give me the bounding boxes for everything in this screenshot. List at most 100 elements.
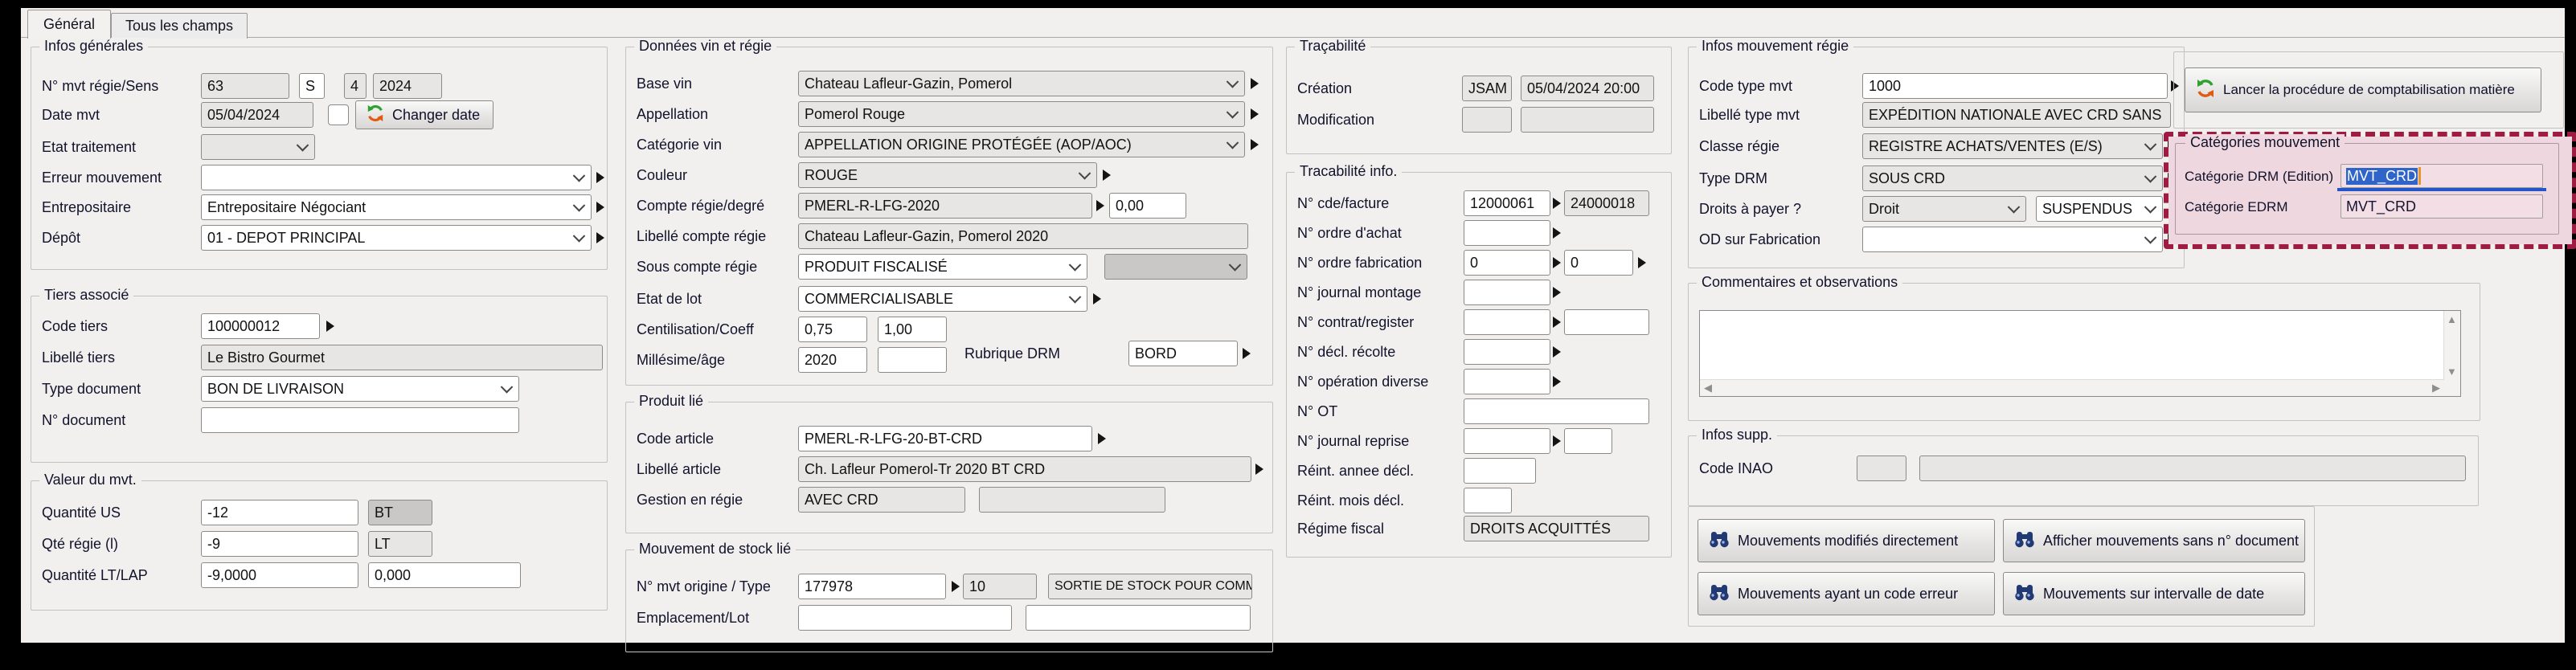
- num-journal-reprise-field2[interactable]: [1564, 428, 1612, 454]
- vertical-scrollbar[interactable]: ▲ ▼: [2443, 311, 2460, 380]
- num-cde-field[interactable]: 12000061: [1464, 190, 1550, 216]
- code-tiers-field[interactable]: 100000012: [201, 313, 320, 339]
- classe-regie-label: Classe régie: [1699, 138, 1780, 154]
- num-cde-detail-arrow[interactable]: [1553, 198, 1561, 209]
- etat-de-lot-detail-arrow[interactable]: [1093, 293, 1101, 304]
- od-sur-fabrication-select[interactable]: [1862, 227, 2163, 252]
- appellation-detail-arrow[interactable]: [1251, 108, 1259, 120]
- libelle-article-detail-arrow[interactable]: [1255, 464, 1263, 475]
- quantite-lt-field[interactable]: -9,0000: [201, 562, 358, 588]
- group-title: Infos générales: [39, 38, 149, 55]
- scroll-right-icon[interactable]: ▶: [2432, 382, 2440, 394]
- emplacement-field[interactable]: [798, 605, 1012, 631]
- scroll-down-icon[interactable]: ▼: [2447, 366, 2457, 378]
- afficher-mouvements-sans-doc-button[interactable]: Afficher mouvements sans n° document: [2003, 519, 2305, 562]
- etat-traitement-select[interactable]: [201, 134, 315, 160]
- categorie-drm-input[interactable]: MVT_CRD: [2341, 164, 2543, 188]
- num-ordre-fab-field[interactable]: 0: [1464, 250, 1550, 276]
- creation-date-field: 05/04/2024 20:00: [1521, 76, 1654, 101]
- code-inao-label: Code INAO: [1699, 460, 1774, 476]
- type-drm-select[interactable]: SOUS CRD: [1862, 165, 2163, 191]
- code-article-field[interactable]: PMERL-R-LFG-20-BT-CRD: [798, 426, 1092, 451]
- num-journal-reprise-field[interactable]: [1464, 428, 1550, 454]
- code-tiers-detail-arrow[interactable]: [326, 321, 334, 332]
- degre-field[interactable]: 0,00: [1109, 193, 1186, 219]
- mouvements-modifies-button[interactable]: Mouvements modifiés directement: [1698, 519, 1995, 562]
- appellation-select[interactable]: Pomerol Rouge: [798, 101, 1245, 127]
- base-vin-detail-arrow[interactable]: [1251, 78, 1259, 89]
- scroll-left-icon[interactable]: ◀: [1704, 382, 1712, 394]
- entrepositaire-select[interactable]: Entrepositaire Négociant: [201, 194, 592, 220]
- quantite-lap-field[interactable]: 0,000: [368, 562, 521, 588]
- code-type-mvt-detail-arrow[interactable]: [2171, 80, 2179, 92]
- depot-select[interactable]: 01 - DEPOT PRINCIPAL: [201, 225, 592, 251]
- comments-textarea[interactable]: ▲ ▼ ◀ ▶: [1699, 310, 2461, 397]
- mouvements-code-erreur-button[interactable]: Mouvements ayant un code erreur: [1698, 572, 1995, 615]
- num-ordre-fab-detail-arrow[interactable]: [1553, 257, 1561, 268]
- num-decl-recolte-detail-arrow[interactable]: [1553, 346, 1561, 357]
- qte-regie-field[interactable]: -9: [201, 531, 358, 557]
- etat-de-lot-select[interactable]: COMMERCIALISABLE: [798, 286, 1087, 312]
- num-mvt-origine-detail-arrow[interactable]: [952, 581, 960, 592]
- reint-annee-field[interactable]: [1464, 458, 1536, 484]
- mouvements-intervalle-date-button[interactable]: Mouvements sur intervalle de date: [2003, 572, 2305, 615]
- age-field[interactable]: [878, 347, 947, 373]
- categorie-vin-select[interactable]: APPELLATION ORIGINE PROTÉGÉE (AOP/AOC): [798, 132, 1245, 157]
- num-journal-reprise-detail-arrow[interactable]: [1553, 435, 1561, 447]
- compte-regie-detail-arrow[interactable]: [1096, 200, 1104, 211]
- depot-detail-arrow[interactable]: [596, 232, 604, 243]
- sous-compte-select[interactable]: PRODUIT FISCALISÉ: [798, 254, 1087, 280]
- chevron-down-icon: [2144, 231, 2157, 244]
- num-document-field[interactable]: [201, 407, 519, 433]
- horizontal-scrollbar[interactable]: ◀ ▶: [1700, 379, 2444, 396]
- reint-mois-field[interactable]: [1464, 488, 1512, 513]
- entrepositaire-detail-arrow[interactable]: [596, 202, 604, 213]
- code-type-mvt-field[interactable]: 1000: [1862, 73, 2168, 99]
- droits-suspendus-select[interactable]: SUSPENDUS: [2036, 196, 2163, 222]
- num-contrat-field[interactable]: [1464, 309, 1550, 335]
- num-ordre-achat-field[interactable]: [1464, 220, 1550, 246]
- binoculars-icon: [2013, 529, 2036, 554]
- millesime-field[interactable]: 2020: [798, 347, 867, 373]
- num-ordre-fab-detail-arrow2[interactable]: [1638, 257, 1646, 268]
- couleur-detail-arrow[interactable]: [1103, 170, 1111, 181]
- num-decl-recolte-field[interactable]: [1464, 339, 1550, 365]
- lot-field[interactable]: [1026, 605, 1251, 631]
- erreur-mouvement-select[interactable]: [201, 165, 592, 190]
- droits-select[interactable]: Droit: [1862, 196, 2026, 222]
- code-article-detail-arrow[interactable]: [1098, 433, 1106, 444]
- centilisation-field[interactable]: 0,75: [798, 317, 867, 342]
- num-ordre-achat-detail-arrow[interactable]: [1553, 227, 1561, 239]
- rubrique-drm-detail-arrow[interactable]: [1243, 348, 1251, 359]
- num-ordre-fab-field2[interactable]: 0: [1564, 250, 1633, 276]
- num-journal-montage-field[interactable]: [1464, 280, 1550, 305]
- num-operation-diverse-detail-arrow[interactable]: [1553, 376, 1561, 387]
- num-ot-field[interactable]: [1464, 398, 1649, 424]
- type-document-select[interactable]: BON DE LIVRAISON: [201, 376, 519, 402]
- tab-tous-les-champs[interactable]: Tous les champs: [111, 13, 248, 39]
- coeff-field[interactable]: 1,00: [878, 317, 947, 342]
- categorie-vin-detail-arrow[interactable]: [1251, 139, 1259, 150]
- binoculars-icon: [1708, 582, 1730, 607]
- sous-compte2-select[interactable]: [1104, 254, 1247, 280]
- num-operation-diverse-field[interactable]: [1464, 369, 1550, 394]
- lancer-comptabilisation-button[interactable]: Lancer la procédure de comptabilisation …: [2185, 67, 2541, 112]
- tab-general[interactable]: Général: [27, 10, 111, 39]
- changer-date-button[interactable]: Changer date: [355, 100, 493, 129]
- num-contrat-detail-arrow[interactable]: [1553, 317, 1561, 328]
- sens-field[interactable]: S: [299, 73, 325, 99]
- scroll-up-icon[interactable]: ▲: [2447, 313, 2457, 325]
- rubrique-drm-field[interactable]: BORD: [1128, 341, 1238, 366]
- date-checkbox[interactable]: [328, 104, 349, 125]
- num-mvt-origine-field[interactable]: 177978: [798, 574, 946, 599]
- erreur-detail-arrow[interactable]: [596, 172, 604, 183]
- couleur-select[interactable]: ROUGE: [798, 162, 1097, 188]
- num-register-field[interactable]: [1564, 309, 1649, 335]
- num-journal-montage-detail-arrow[interactable]: [1553, 287, 1561, 298]
- categorie-edrm-input[interactable]: MVT_CRD: [2341, 194, 2543, 219]
- quantite-us-field[interactable]: -12: [201, 500, 358, 525]
- classe-regie-select[interactable]: REGISTRE ACHATS/VENTES (E/S): [1862, 133, 2163, 159]
- base-vin-select[interactable]: Chateau Lafleur-Gazin, Pomerol: [798, 71, 1245, 96]
- categorie-edrm-label: Catégorie EDRM: [2185, 199, 2288, 214]
